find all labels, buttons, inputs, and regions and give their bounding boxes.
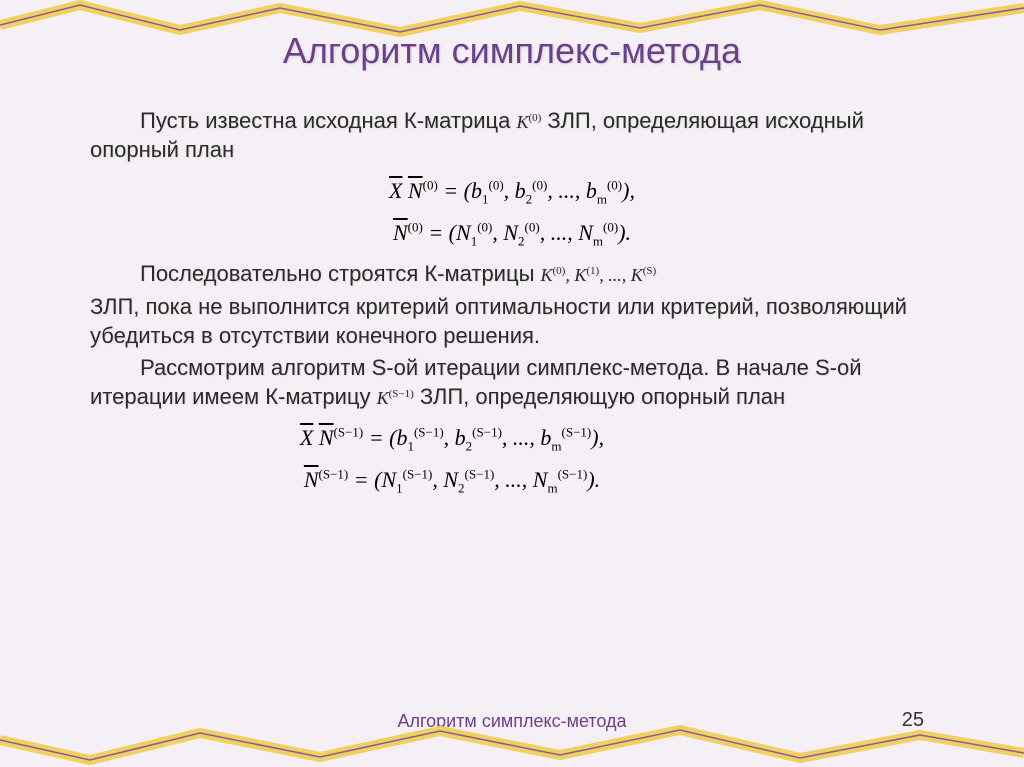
footer-text: Алгоритм симплекс-метода: [0, 711, 1024, 732]
math-ks1: K(S−1): [377, 388, 414, 408]
p4-text-b: ЗЛП, определяющую опорный план: [414, 384, 785, 409]
formula-1-line-2: N(0) = (N1(0), N2(0), ..., Nm(0)).: [90, 212, 934, 254]
slide-container: Алгоритм симплекс-метода Пусть известна …: [0, 0, 1024, 767]
math-k-series: K(0), K(1), ..., K(S): [541, 265, 657, 285]
p1-text-a: Пусть известна исходная К-матрица: [140, 108, 516, 133]
paragraph-2: Последовательно строятся К-матрицы K(0),…: [90, 260, 934, 289]
page-number: 25: [902, 709, 924, 732]
math-k0: K(0): [516, 112, 541, 132]
formula-2-line-2: N(S−1) = (N1(S−1), N2(S−1), ..., Nm(S−1)…: [0, 459, 934, 501]
formula-1-line-1: X N(0) = (b1(0), b2(0), ..., bm(0)),: [90, 170, 934, 212]
formula-block-1: X N(0) = (b1(0), b2(0), ..., bm(0)), N(0…: [90, 170, 934, 254]
paragraph-3: ЗЛП, пока не выполнится критерий оптимал…: [90, 293, 934, 350]
p2-text-a: Последовательно строятся К-матрицы: [140, 261, 541, 286]
formula-block-2: X N(S−1) = (b1(S−1), b2(S−1), ..., bm(S−…: [0, 417, 934, 501]
slide-title: Алгоритм симплекс-метода: [90, 30, 934, 72]
paragraph-4: Рассмотрим алгоритм S-ой итерации симпле…: [90, 354, 934, 411]
paragraph-1: Пусть известна исходная К-матрица K(0) З…: [90, 107, 934, 164]
formula-2-line-1: X N(S−1) = (b1(S−1), b2(S−1), ..., bm(S−…: [0, 417, 934, 459]
